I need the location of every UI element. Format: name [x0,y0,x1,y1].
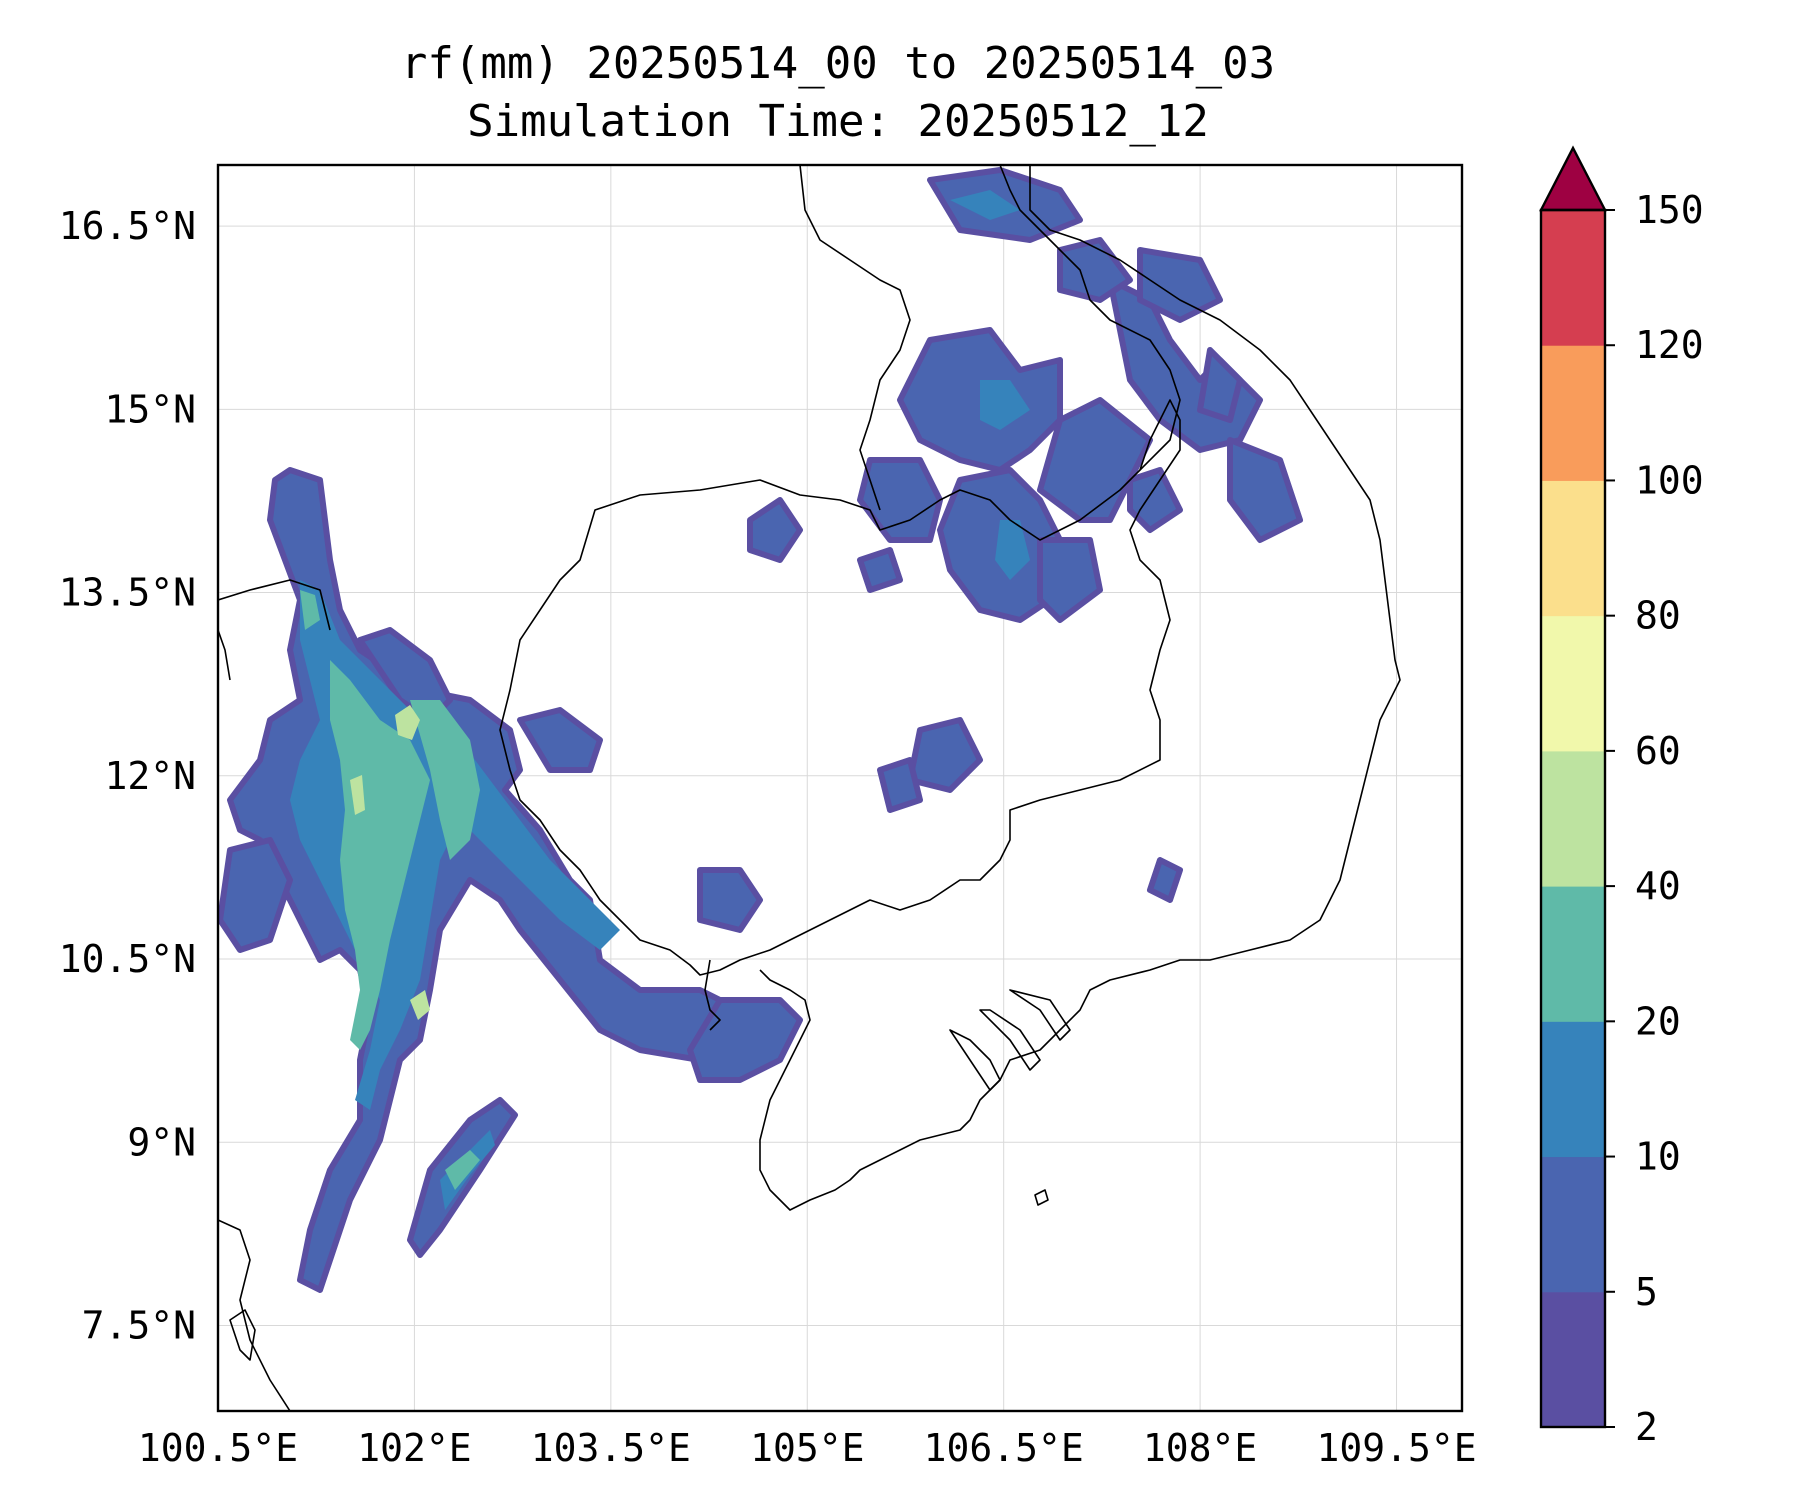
colorbar-segment [1541,480,1605,617]
colorbar-tick-label: 5 [1635,1270,1658,1314]
colorbar-tick-label: 10 [1635,1135,1681,1179]
x-tick-label: 106.5°E [924,1426,1084,1470]
rainfall-field [218,167,1303,1293]
x-axis-ticks: 100.5°E 102°E 103.5°E 105°E 106.5°E 108°E 109.… [138,1426,1477,1470]
y-tick-label: 16.5°N [59,204,196,248]
colorbar-extend-arrow [1539,145,1607,212]
colorbar-tick-label: 150 [1635,188,1704,232]
colorbar-tick-label: 20 [1635,999,1681,1043]
colorbar: 2 5 10 20 40 60 80 100 120 150 [1539,145,1704,1449]
y-tick-label: 10.5°N [59,937,196,981]
x-tick-label: 108°E [1143,1426,1257,1470]
colorbar-tick-label: 2 [1635,1405,1658,1449]
colorbar-ticks: 2 5 10 20 40 60 80 100 120 150 [1605,188,1704,1449]
figure-title-line1: rf(mm) 20250514_00 to 20250514_03 [401,38,1275,89]
x-tick-label: 102°E [357,1426,471,1470]
x-tick-label: 103.5°E [531,1426,691,1470]
y-axis-ticks: 16.5°N 15°N 13.5°N 12°N 10.5°N 9°N 7.5°N [59,204,196,1347]
colorbar-tick-label: 40 [1635,864,1681,908]
y-tick-label: 15°N [104,387,196,431]
colorbar-segment [1541,750,1605,887]
y-tick-label: 7.5°N [82,1303,196,1347]
y-tick-label: 9°N [127,1120,196,1164]
colorbar-tick-label: 60 [1635,729,1681,773]
figure-title-line2: Simulation Time: 20250512_12 [467,96,1209,147]
colorbar-tick-label: 120 [1635,323,1704,367]
colorbar-segments [1541,210,1605,1428]
colorbar-tick-label: 100 [1635,458,1704,502]
colorbar-segment [1541,1156,1605,1293]
rainfall-class-40-60 [350,705,430,1020]
x-tick-label: 105°E [750,1426,864,1470]
y-tick-label: 13.5°N [59,571,196,615]
colorbar-segment [1541,615,1605,752]
colorbar-segment [1541,345,1605,481]
colorbar-segment [1541,886,1605,1022]
map-frame [216,163,1464,1413]
x-tick-label: 109.5°E [1316,1426,1476,1470]
colorbar-tick-label: 80 [1635,594,1681,638]
colorbar-segment [1541,210,1605,346]
map-panel[interactable] [216,163,1464,1413]
x-tick-label: 100.5°E [138,1426,298,1470]
colorbar-segment [1541,1291,1605,1428]
gridlines [218,165,1462,1411]
rainfall-class-20-40 [300,590,480,1190]
colorbar-frame [1539,208,1607,1429]
colorbar-segment [1541,1021,1605,1158]
y-tick-label: 12°N [104,754,196,798]
coastlines-borders [218,165,1401,1411]
